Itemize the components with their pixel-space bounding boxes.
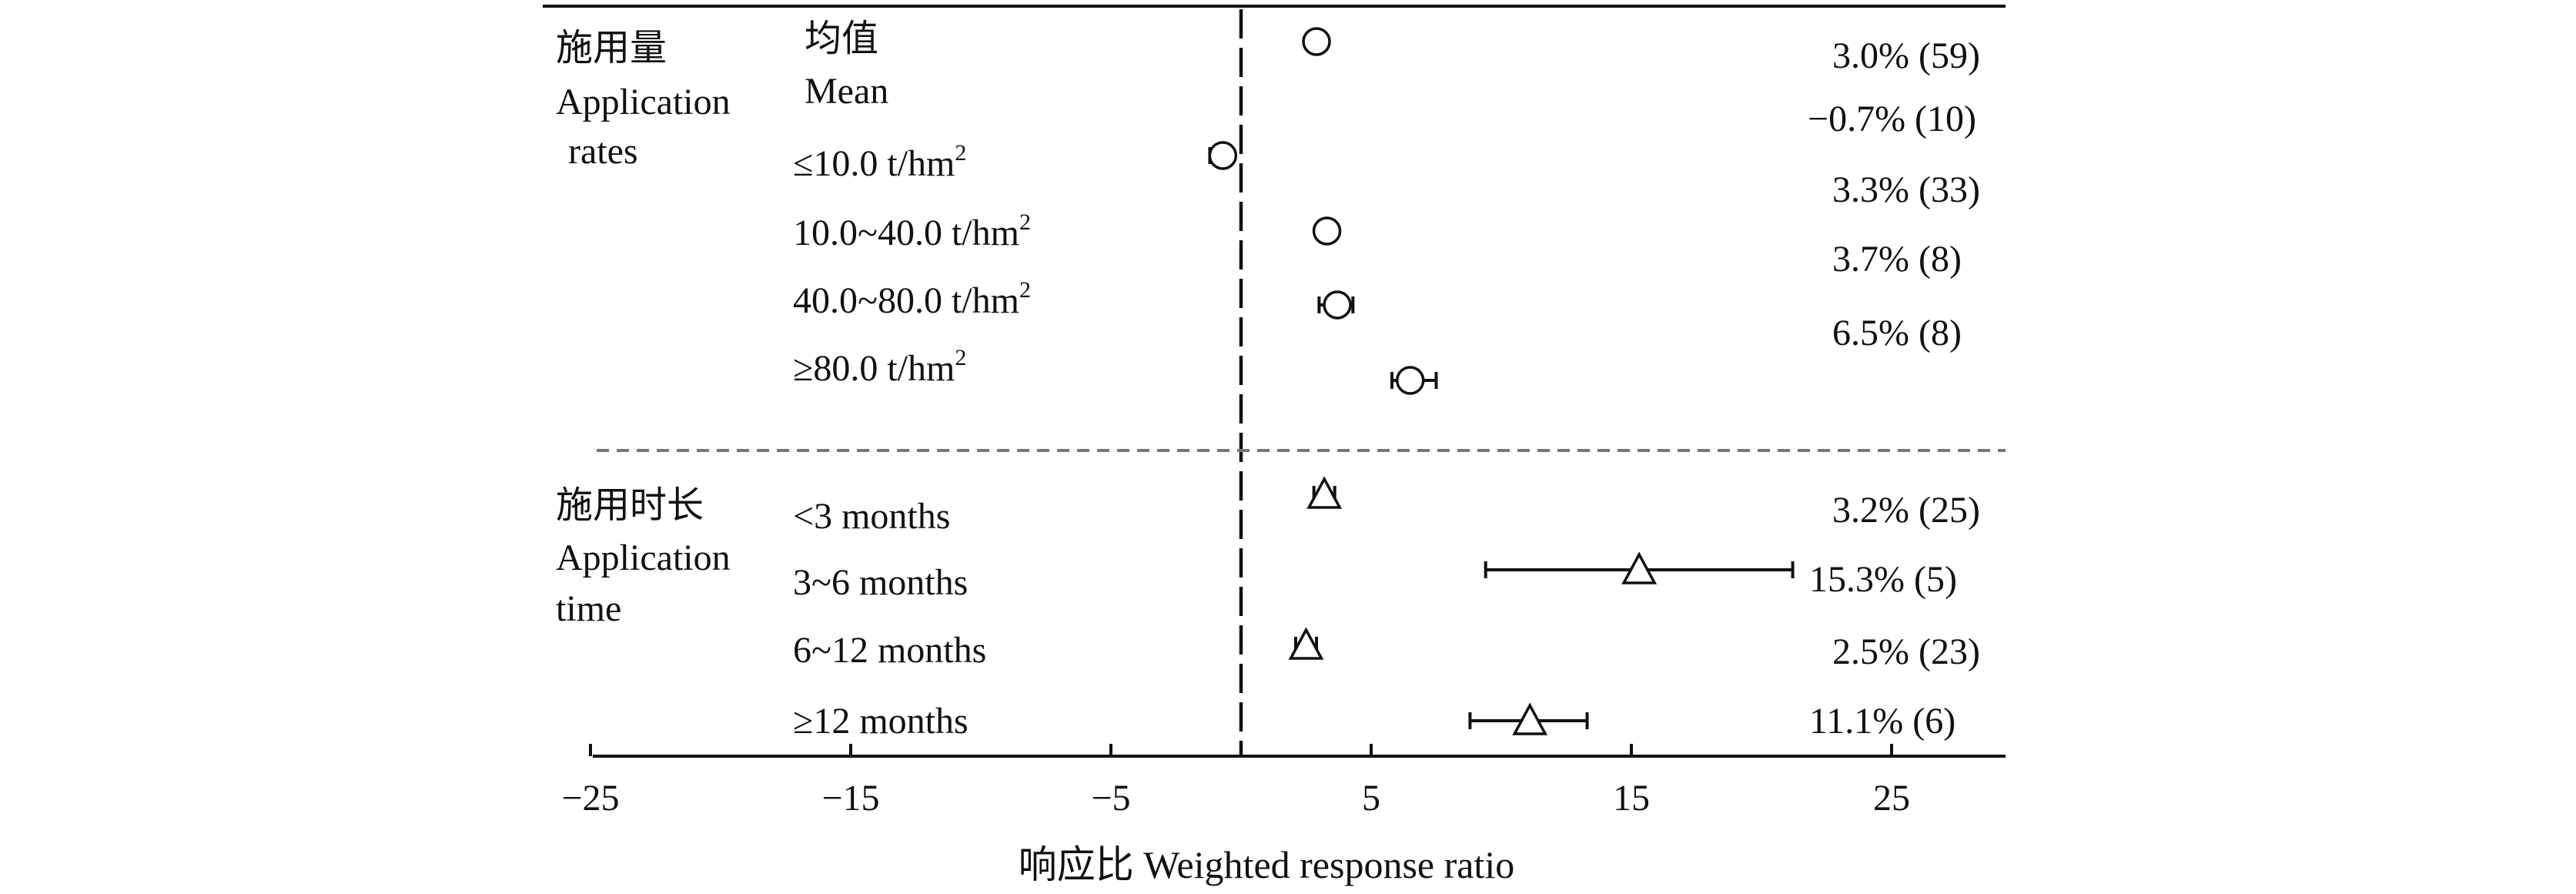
point-triangle [1288,627,1324,660]
x-tick-label: −15 [821,778,879,819]
group-title-en-time-line1: Application [556,537,731,578]
row-label-rate-3-sup: 2 [1019,277,1031,303]
row-label-rate-4-text: ≥80.0 t/hm [793,348,955,389]
group-title-en-rates-line2: rates [568,131,638,172]
marks-layer [1208,27,1795,735]
group-title-en-time-line2: time [556,588,621,629]
row-label-rate-3-text: 40.0~80.0 t/hm [793,280,1019,321]
x-tick-label: 15 [1613,778,1650,819]
annotation-rate-2: 3.3% (33) [1832,169,1980,210]
row-label-mean-en: Mean [805,71,888,112]
point-triangle [1306,476,1343,509]
annotation-time-1: 3.2% (25) [1832,490,1980,531]
ticks-layer: −25 −15 −5 5 15 25 [561,744,1910,819]
row-label-rate-2: 10.0~40.0 t/hm2 [793,209,1031,253]
x-axis-title: 响应比 Weighted response ratio [1019,843,1514,886]
point-triangle [1512,702,1548,735]
row-label-time-2: 3~6 months [793,562,968,603]
annotation-time-2: 15.3% (5) [1809,559,1957,600]
row-label-rate-2-sup: 2 [1019,209,1031,235]
annotation-rate-4: 6.5% (8) [1832,313,1962,353]
row-label-rate-3: 40.0~80.0 t/hm2 [793,277,1031,321]
point-circle [1312,216,1342,246]
row-label-mean-cn: 均值 [805,18,878,59]
annotation-rate-1: −0.7% (10) [1808,99,1976,139]
row-label-time-1: <3 months [793,496,950,537]
x-tick-label: −5 [1091,778,1130,819]
annotation-rate-3: 3.7% (8) [1832,239,1962,280]
row-label-time-4: ≥12 months [793,701,969,742]
row-label-rate-1-text: ≤10.0 t/hm [793,143,955,184]
point-circle [1395,366,1425,395]
annotation-rate-mean: 3.0% (59) [1832,35,1980,76]
point-circle [1323,290,1352,320]
row-label-time-3: 6~12 months [793,630,986,671]
x-tick-label: 5 [1362,778,1380,819]
group-title-en-rates-line1: Application [556,82,731,122]
row-label-rate-1: ≤10.0 t/hm2 [793,140,966,184]
annotation-time-4: 11.1% (6) [1809,701,1955,742]
group-title-cn-rates: 施用量 [556,28,667,69]
row-label-rate-1-sup: 2 [955,140,966,166]
group-title-cn-time: 施用时长 [556,485,704,526]
row-label-rate-4: ≥80.0 t/hm2 [793,345,966,389]
row-label-rate-4-sup: 2 [955,345,966,370]
point-triangle [1621,551,1658,584]
annotation-time-3: 2.5% (23) [1832,631,1980,672]
point-circle [1302,27,1331,56]
x-tick-label: 25 [1873,778,1910,819]
point-circle [1208,141,1238,170]
x-tick-label: −25 [561,778,619,819]
row-label-rate-2-text: 10.0~40.0 t/hm [793,213,1019,253]
